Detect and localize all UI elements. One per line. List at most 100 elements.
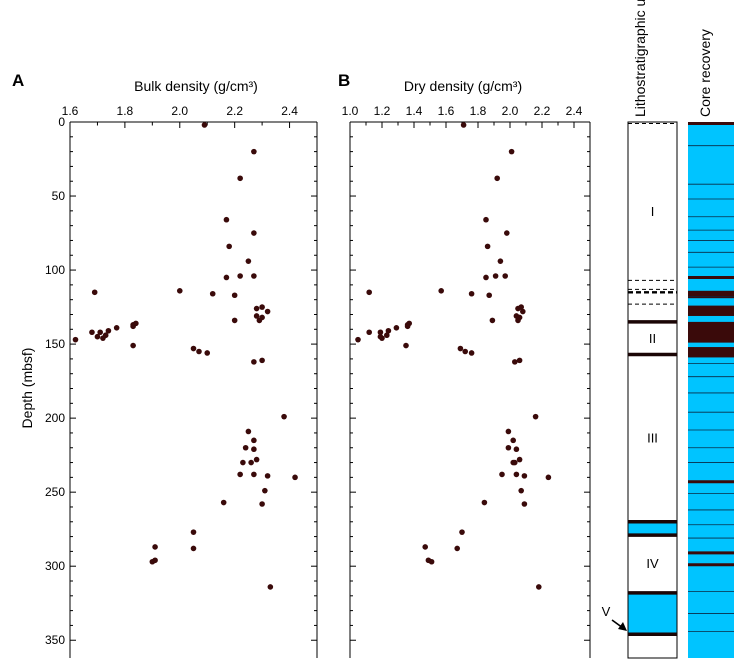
panel-b-x-tick-label: 1.0: [342, 104, 359, 118]
panel-a-data-point: [267, 584, 274, 590]
panel-a-data-point: [196, 348, 202, 355]
panel-a-data-point: [251, 148, 257, 155]
litho-unit-label: III: [647, 430, 658, 445]
panel-a-data-point: [256, 317, 263, 324]
panel-b-data-point: [377, 329, 384, 336]
panel-b-data-point: [521, 473, 528, 479]
core-recovery-dark-interval: [688, 305, 734, 316]
panel-b-data-point: [492, 273, 499, 279]
panel-a-data-point: [220, 499, 227, 506]
panel-a-data-point: [251, 437, 257, 444]
core-recovery-dark-interval: [688, 290, 734, 299]
panel-a-data-point: [91, 289, 98, 296]
panel-a-data-point: [100, 335, 106, 341]
litho-unit-label: I: [651, 204, 655, 219]
panel-b-data-point: [483, 216, 489, 223]
panel-a-data-point: [223, 216, 230, 223]
panel-b-data-point: [508, 148, 515, 155]
data-points: [72, 122, 552, 590]
panel-b-data-point: [505, 428, 512, 435]
panel-b-data-point: [512, 359, 518, 365]
litho-unit-label: IV: [646, 556, 659, 571]
panel-a-x-tick-label: 2.0: [171, 104, 188, 118]
litho-unit-label: V: [602, 604, 611, 619]
panel-a-data-point: [242, 444, 249, 451]
core-recovery-dark-interval: [688, 347, 734, 358]
panel-a-data-point: [226, 243, 232, 250]
panel-a-data-point: [231, 317, 238, 324]
litho-unit-v-arrow-head: [618, 622, 627, 632]
panel-b-data-point: [385, 327, 392, 334]
panel-a-letter: A: [12, 71, 24, 90]
panel-a-data-point: [253, 313, 260, 319]
panel-a-y-tick-label: 300: [45, 559, 65, 573]
panel-a-data-point: [190, 529, 197, 535]
litho-cyan-interval: [628, 592, 677, 635]
panel-b-data-point: [468, 290, 475, 297]
panel-b-data-point: [502, 273, 509, 279]
panel-b-data-point: [518, 304, 524, 310]
panel-b-data-point: [366, 329, 373, 336]
panel-b-data-point: [422, 544, 429, 550]
panel-b-data-point: [516, 357, 523, 364]
panel-a-data-point: [231, 292, 238, 299]
panel-a-data-point: [259, 304, 265, 310]
panel-a-x-tick-label: 2.2: [226, 104, 243, 118]
panel-a-y-tick-label: 100: [45, 263, 65, 277]
panel-a-data-point: [281, 413, 287, 420]
panel-b-data-point: [518, 487, 524, 494]
panel-a-data-point: [201, 122, 208, 128]
panel-b-data-point: [513, 446, 520, 453]
panel-a-data-point: [264, 308, 271, 315]
panel-a-data-point: [253, 305, 260, 312]
panel-a-y-tick-label: 0: [58, 115, 65, 129]
panel-b-data-point: [459, 529, 465, 535]
core-recovery-dark-interval: [688, 321, 734, 343]
litho-cyan-interval: [628, 521, 677, 536]
panel-a-data-point: [251, 471, 257, 478]
panel-a-data-point: [240, 459, 246, 466]
panel-a-data-point: [190, 345, 197, 352]
panel-b-data-point: [484, 243, 491, 250]
panel-b-data-point: [499, 471, 505, 478]
panel-b-data-point: [483, 274, 489, 281]
panel-b-x-tick-label: 1.8: [470, 104, 487, 118]
panel-b-data-point: [481, 499, 488, 506]
panel-b-data-point: [489, 317, 496, 324]
panel-b-data-point: [428, 558, 435, 565]
panel-b-data-point: [515, 317, 521, 324]
panel-a-data-point: [292, 474, 298, 481]
panel-b-data-point: [379, 335, 385, 341]
panel-b-data-point: [404, 323, 411, 330]
axis-ticks: 1.6 1.8 2.0 2.2 2.4 0 50 100 150 200 250 300 350 1.0 1…: [45, 104, 590, 647]
panel-a-data-point: [237, 175, 243, 182]
core-recovery-title: Core recovery: [697, 29, 713, 117]
panel-a-x-tick-label: 2.4: [281, 104, 298, 118]
panel-a-data-point: [245, 428, 252, 435]
panel-a-data-point: [259, 357, 265, 364]
panel-a-data-point: [149, 558, 156, 565]
panel-a-data-point: [97, 329, 103, 336]
panel-b-data-point: [393, 325, 400, 331]
panel-b-data-point: [438, 287, 445, 294]
panel-b-data-point: [510, 459, 516, 466]
panel-a-data-point: [89, 329, 95, 336]
panel-a-data-point: [259, 501, 265, 507]
panel-a-x-tick-label: 1.8: [117, 104, 134, 118]
panel-a-data-point: [237, 471, 243, 478]
panel-b-data-point: [494, 175, 501, 182]
panel-a-data-point: [105, 327, 112, 334]
panel-a-y-tick-label: 200: [45, 411, 65, 425]
panel-b-x-tick-label: 2.0: [502, 104, 519, 118]
panel-b-x-tick-label: 1.2: [374, 104, 391, 118]
panel-a-data-point: [262, 487, 268, 494]
panel-b-x-axis-title: Dry density (g/cm³): [404, 78, 522, 94]
panel-b-data-point: [513, 471, 520, 478]
panel-a-data-point: [209, 290, 216, 297]
panel-b-data-point: [532, 413, 539, 420]
panel-b-data-point: [454, 545, 461, 552]
panel-a-data-point: [251, 230, 257, 236]
litho-column-frame: [627, 121, 678, 659]
panel-a-data-point: [251, 446, 257, 453]
